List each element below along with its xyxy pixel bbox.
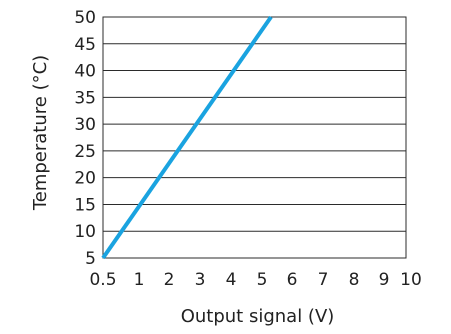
- y-tick-label: 10: [74, 222, 96, 242]
- x-tick-label: 6: [287, 270, 298, 290]
- y-tick-label: 5: [85, 249, 96, 269]
- y-tick-label: 30: [74, 115, 96, 135]
- y-tick-label: 40: [74, 62, 96, 82]
- plot-frame: [102, 16, 407, 259]
- y-tick-labels: 5 10 15 20 25 30 35 40 45 50: [74, 8, 96, 269]
- x-tick-label: 4: [226, 270, 237, 290]
- y-tick-label: 25: [74, 142, 96, 162]
- x-tick-label: 5: [257, 270, 268, 290]
- series-layer: [101, 15, 273, 260]
- x-tick-label: 7: [318, 270, 329, 290]
- x-tick-label: 8: [349, 270, 360, 290]
- y-tick-label: 20: [74, 169, 96, 189]
- y-tick-label: 45: [74, 35, 96, 55]
- grid: [103, 16, 406, 259]
- x-tick-label: 3: [195, 270, 206, 290]
- x-tick-label: 2: [164, 270, 175, 290]
- x-tick-label: 10: [400, 270, 422, 290]
- series-line-0: [101, 15, 273, 260]
- x-tick-label: 0.5: [89, 270, 116, 290]
- x-tick-label: 1: [134, 270, 145, 290]
- y-tick-label: 35: [74, 88, 96, 108]
- x-tick-label: 9: [379, 270, 390, 290]
- x-tick-labels: 0.5 1 2 3 4 5 6 7 8 9 10: [89, 270, 421, 290]
- y-tick-label: 50: [74, 8, 96, 28]
- y-tick-label: 15: [74, 195, 96, 215]
- y-axis-title: Temperature (°C): [30, 55, 51, 211]
- x-axis-title: Output signal (V): [181, 306, 335, 327]
